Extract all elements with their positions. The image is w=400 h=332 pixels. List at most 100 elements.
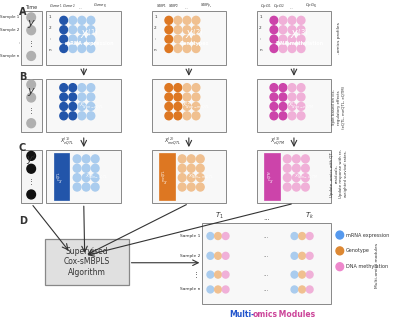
Bar [44,239,129,285]
Circle shape [288,103,296,110]
Circle shape [270,16,278,24]
Circle shape [174,44,182,52]
Text: omics: omics [253,310,278,319]
Circle shape [27,13,36,22]
Bar [46,150,121,204]
Circle shape [284,174,291,182]
Circle shape [222,232,229,239]
Text: Time: Time [25,5,37,10]
Text: DNA methylation: DNA methylation [346,264,388,269]
Text: Sample n: Sample n [0,54,20,58]
Text: D: D [19,216,27,226]
Circle shape [178,174,186,182]
Circle shape [165,112,173,120]
Circle shape [279,112,287,120]
Bar [257,150,331,204]
Circle shape [297,112,305,120]
Circle shape [279,16,287,24]
Circle shape [279,44,287,52]
Text: -omics profiles: -omics profiles [337,22,341,54]
Text: Supervised
Cox-sMBPLS
Algorithm: Supervised Cox-sMBPLS Algorithm [64,247,110,277]
Circle shape [82,183,90,191]
Circle shape [87,44,95,52]
Text: n: n [259,48,262,52]
Circle shape [215,252,221,259]
Circle shape [178,155,186,163]
Circle shape [192,84,200,92]
Circle shape [302,155,309,163]
Circle shape [291,232,298,239]
Circle shape [222,286,229,293]
Circle shape [78,93,86,101]
Text: $X^{(2)}_{meQTL}$: $X^{(2)}_{meQTL}$ [164,135,181,147]
Circle shape [270,84,278,92]
Bar [21,150,42,204]
Circle shape [58,183,66,191]
Circle shape [73,155,81,163]
Circle shape [268,155,276,163]
Circle shape [78,44,86,52]
Text: n: n [154,48,157,52]
Circle shape [174,84,182,92]
Circle shape [165,44,173,52]
Text: $X^{(3)}$: $X^{(3)}$ [290,27,309,41]
Circle shape [284,183,291,191]
Circle shape [73,183,81,191]
Text: $Gene_1$: $Gene_1$ [49,3,63,10]
Circle shape [196,155,204,163]
Circle shape [183,35,191,43]
Circle shape [222,271,229,278]
Text: $y$: $y$ [27,86,36,98]
Circle shape [288,93,296,101]
Circle shape [73,174,81,182]
Circle shape [188,183,195,191]
Text: $SNP_{p_2}$: $SNP_{p_2}$ [200,2,212,10]
Text: Sample 2: Sample 2 [0,28,20,32]
Bar [257,79,331,132]
Bar [152,150,226,204]
Text: A: A [19,7,26,18]
Circle shape [215,286,221,293]
Circle shape [73,164,81,172]
Text: Split based on cis-
regulatory effects
(eQTL, meQTL, eQTM): Split based on cis- regulatory effects (… [332,86,346,129]
Circle shape [78,35,86,43]
Text: Sample 1: Sample 1 [180,234,200,238]
Text: $X^{(1)}_{eQTL}$: $X^{(1)}_{eQTL}$ [60,135,74,147]
Text: Modules: Modules [276,310,315,319]
Circle shape [183,44,191,52]
Bar [46,11,121,65]
Bar [21,11,42,65]
Circle shape [288,84,296,92]
Circle shape [270,112,278,120]
Circle shape [336,231,344,239]
Circle shape [297,44,305,52]
Text: $X^{(3)}_{Non-eQTM}$: $X^{(3)}_{Non-eQTM}$ [294,171,318,182]
Circle shape [183,112,191,120]
Text: $u^{eQTL}_l$: $u^{eQTL}_l$ [56,171,67,183]
Circle shape [297,26,305,34]
Text: $y'$: $y'$ [26,153,36,167]
Text: :: : [18,41,20,45]
Circle shape [279,35,287,43]
Circle shape [163,183,171,191]
Circle shape [78,84,86,92]
Text: $SNP_1$: $SNP_1$ [156,3,167,10]
Circle shape [165,93,173,101]
Circle shape [163,155,171,163]
Circle shape [165,84,173,92]
Text: $Gene_{p_1}$: $Gene_{p_1}$ [94,2,108,10]
Circle shape [183,16,191,24]
Text: ⋮: ⋮ [28,107,35,113]
Text: $T_k$: $T_k$ [305,211,314,221]
Circle shape [91,155,99,163]
Text: Multi-omics modules: Multi-omics modules [375,243,379,288]
Circle shape [196,183,204,191]
Text: B: B [19,72,26,82]
Circle shape [192,26,200,34]
Circle shape [299,252,306,259]
Circle shape [27,164,36,173]
Circle shape [188,174,195,182]
Circle shape [174,112,182,120]
Circle shape [69,26,76,34]
Circle shape [279,26,287,34]
